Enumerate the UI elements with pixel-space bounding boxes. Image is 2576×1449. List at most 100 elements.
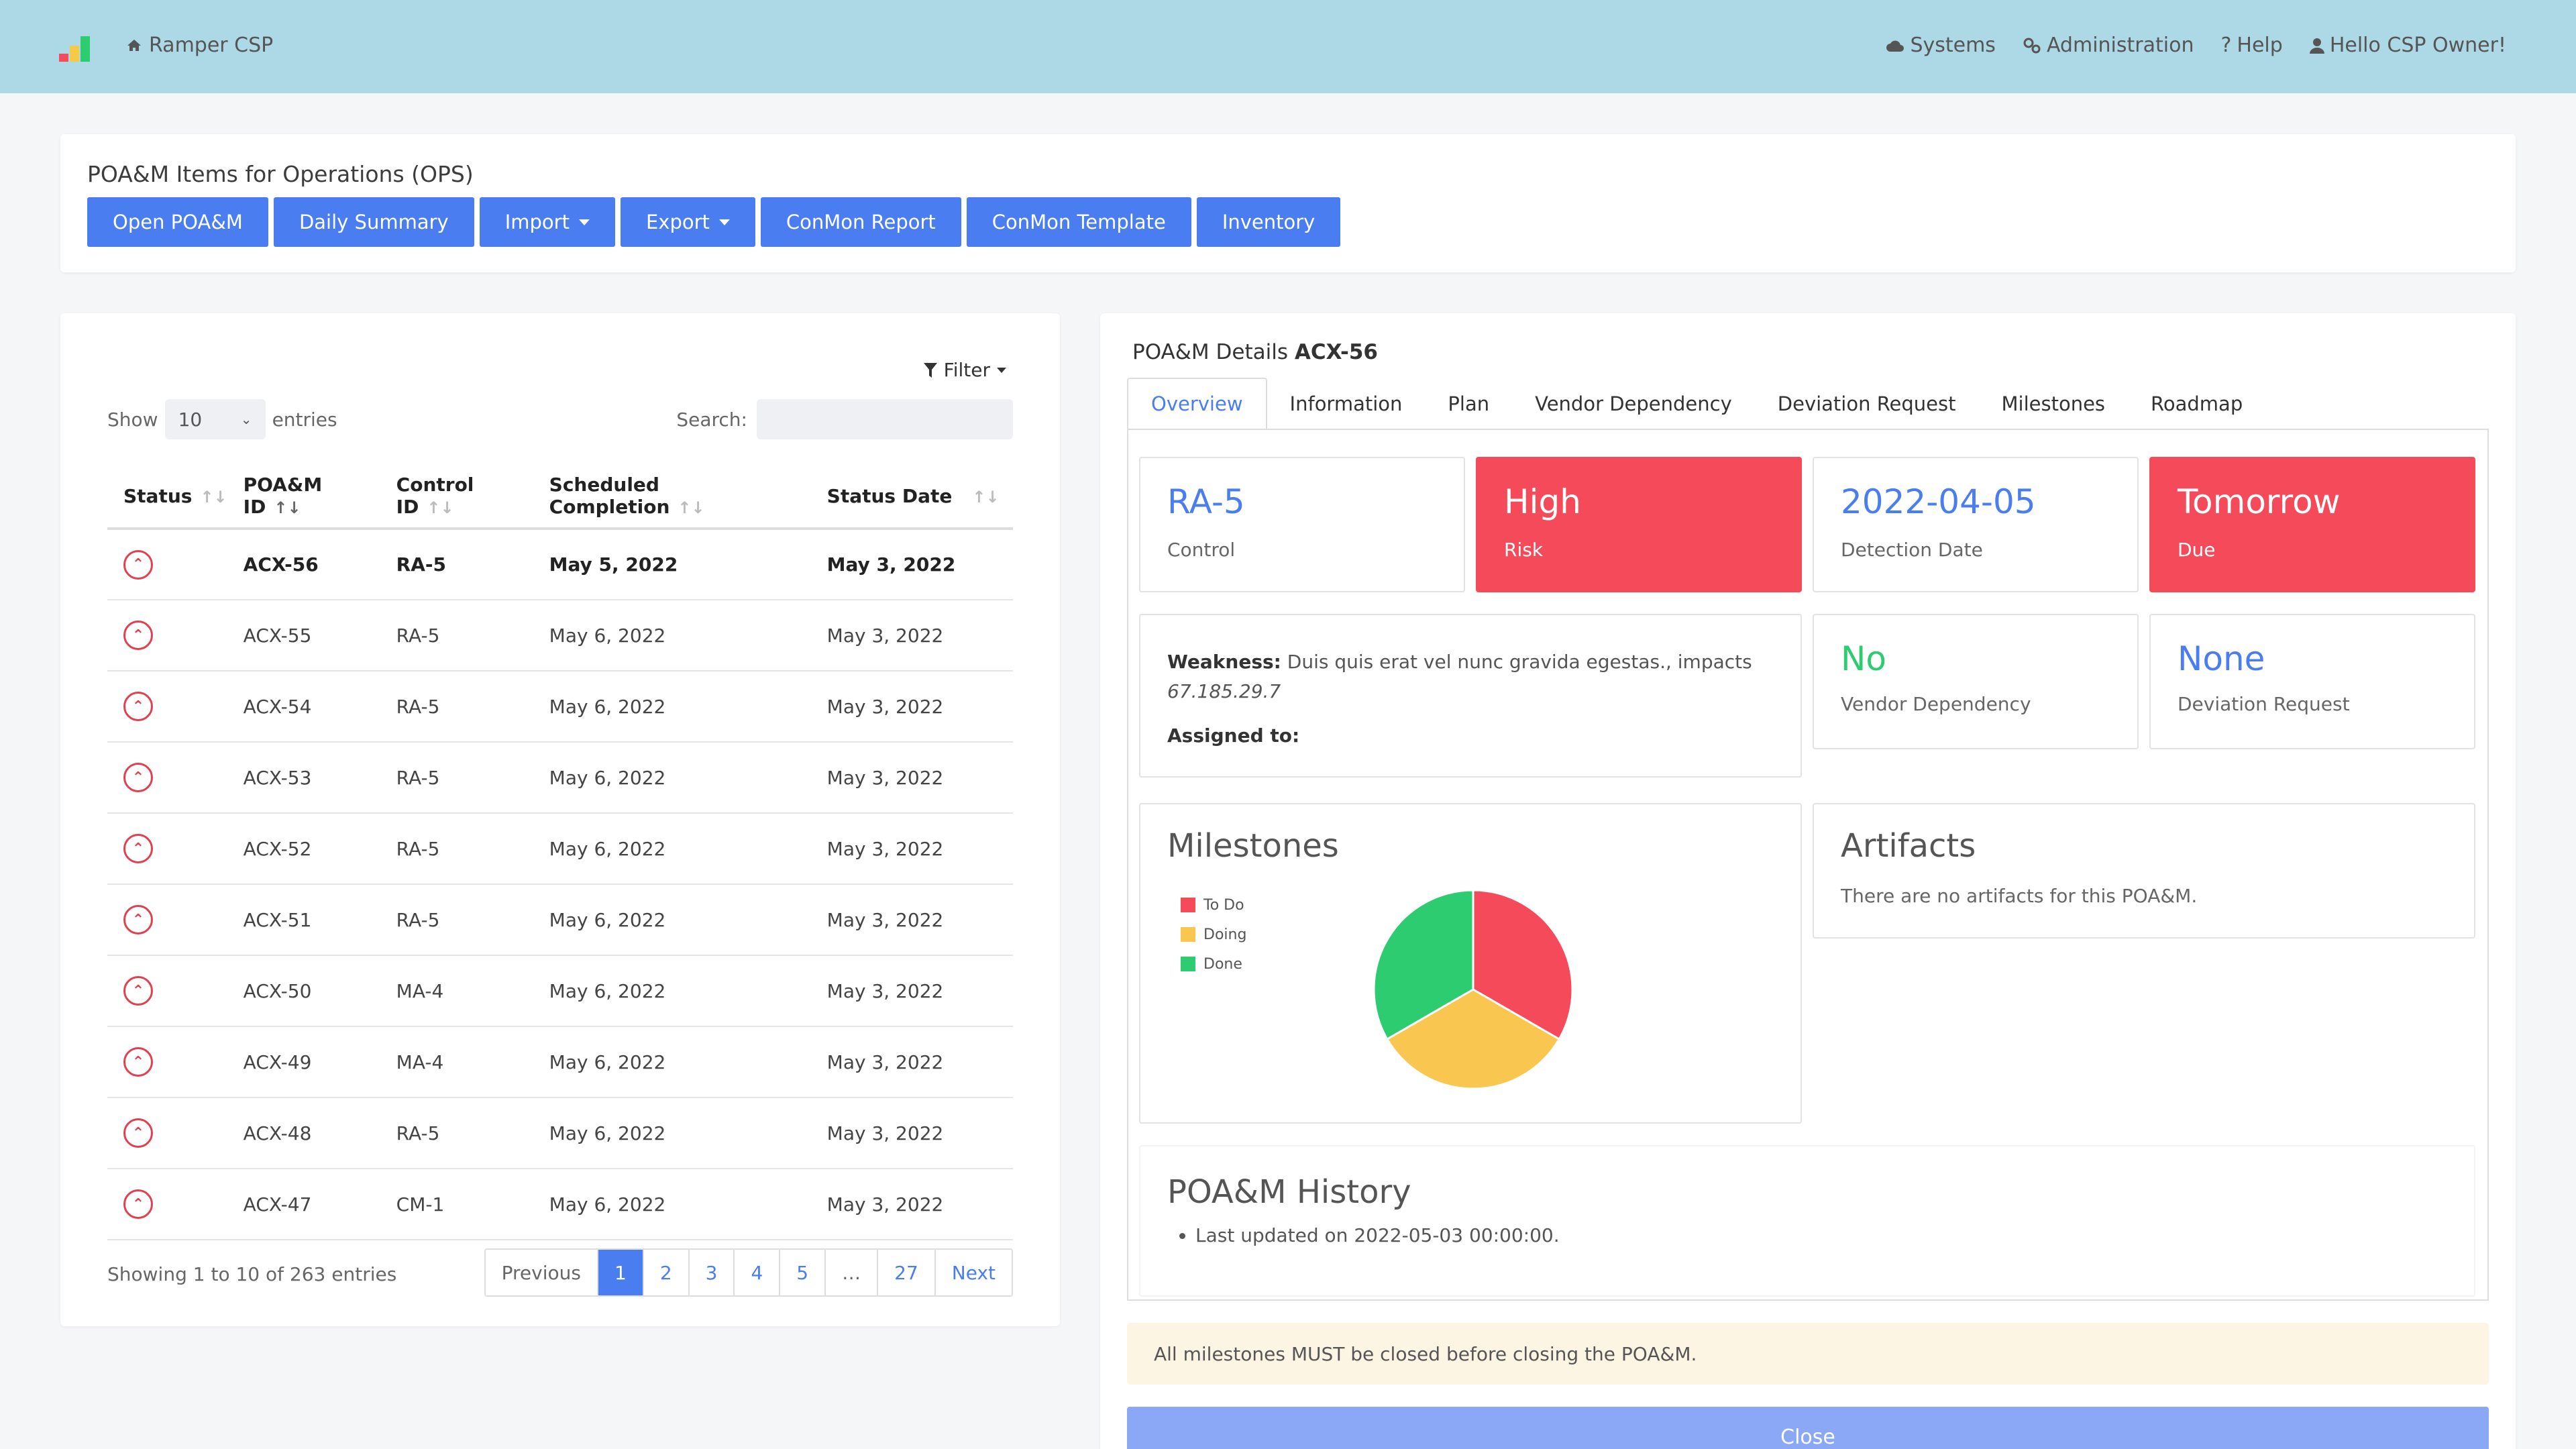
pie-slice-done[interactable] (1373, 889, 1474, 1041)
search-input[interactable] (757, 399, 1013, 439)
col-header-control-id[interactable]: Control ID ↑↓ (380, 464, 533, 530)
conmon-report-button[interactable]: ConMon Report (760, 197, 961, 247)
detection-date-value: 2022-04-05 (1841, 482, 2036, 521)
status-cell: ⌃ (107, 813, 227, 885)
export-label: Export (645, 211, 710, 233)
weakness-text: Duis quis erat vel nunc gravida egestas.… (1287, 651, 1752, 673)
page-size-select[interactable]: 10 ⌄ (164, 399, 266, 439)
open-poam-button[interactable]: Open POA&M (87, 197, 268, 247)
tab-information[interactable]: Information (1289, 392, 1403, 415)
nav-help[interactable]: ? Help (2220, 34, 2282, 57)
table-row[interactable]: ⌃ ACX-53 RA-5 May 6, 2022 May 3, 2022 (107, 742, 1013, 814)
table-row[interactable]: ⌃ ACX-49 MA-4 May 6, 2022 May 3, 2022 (107, 1026, 1013, 1098)
status-date-cell: May 3, 2022 (810, 600, 1013, 672)
vendor-dependency-tile: No Vendor Dependency (1813, 614, 2139, 749)
pager-page-3[interactable]: 3 (688, 1250, 734, 1295)
tab-milestones[interactable]: Milestones (2001, 392, 2106, 415)
table-row[interactable]: ⌃ ACX-54 RA-5 May 6, 2022 May 3, 2022 (107, 671, 1013, 743)
risk-value: High (1504, 482, 1581, 521)
nav-administration[interactable]: Administration (2023, 34, 2194, 57)
pie-slice-doing[interactable] (1385, 988, 1561, 1090)
nav-systems[interactable]: Systems (1886, 34, 1996, 57)
pie-slice-to-do[interactable] (1472, 889, 1574, 1041)
deviation-request-label: Deviation Request (2178, 693, 2350, 715)
priority-up-icon: ⌃ (123, 549, 153, 580)
tab-deviation-request[interactable]: Deviation Request (1777, 392, 1956, 415)
export-dropdown-button[interactable]: Export (620, 197, 755, 247)
table-row[interactable]: ⌃ ACX-55 RA-5 May 6, 2022 May 3, 2022 (107, 600, 1013, 672)
table-row[interactable]: ⌃ ACX-50 MA-4 May 6, 2022 May 3, 2022 (107, 955, 1013, 1027)
risk-tile: High Risk (1476, 457, 1802, 592)
gears-icon (2023, 38, 2041, 53)
control-id-cell: RA-5 (380, 600, 533, 672)
status-date-cell: May 3, 2022 (810, 955, 1013, 1027)
inventory-label: Inventory (1222, 211, 1316, 233)
poam-id-cell: ACX-52 (227, 813, 380, 885)
nav-user-menu[interactable]: Hello CSP Owner! (2309, 34, 2506, 57)
user-icon (2309, 38, 2324, 54)
history-item: Last updated on 2022-05-03 00:00:00. (1195, 1224, 1560, 1246)
filter-icon (923, 362, 937, 378)
brand-link[interactable]: Ramper CSP (126, 34, 273, 57)
table-row[interactable]: ⌃ ACX-51 RA-5 May 6, 2022 May 3, 2022 (107, 884, 1013, 956)
table-row[interactable]: ⌃ ACX-56 RA-5 May 5, 2022 May 3, 2022 (107, 529, 1013, 600)
history-title: POA&M History (1167, 1173, 1411, 1211)
conmon-template-button[interactable]: ConMon Template (966, 197, 1191, 247)
table-row[interactable]: ⌃ ACX-52 RA-5 May 6, 2022 May 3, 2022 (107, 813, 1013, 885)
status-cell: ⌃ (107, 1169, 227, 1240)
daily-summary-button[interactable]: Daily Summary (273, 197, 474, 247)
pager-page-5[interactable]: 5 (779, 1250, 824, 1295)
inventory-button[interactable]: Inventory (1196, 197, 1341, 247)
app-logo[interactable] (59, 34, 94, 62)
status-date-cell: May 3, 2022 (810, 529, 1013, 600)
artifacts-empty-text: There are no artifacts for this POA&M. (1841, 885, 2198, 907)
brand-label: Ramper CSP (149, 34, 274, 57)
weakness-label: Weakness: (1167, 651, 1281, 673)
pager-previous[interactable]: Previous (501, 1261, 581, 1284)
tab-vendor-dependency[interactable]: Vendor Dependency (1535, 392, 1732, 415)
status-cell: ⌃ (107, 600, 227, 672)
conmon-report-label: ConMon Report (786, 211, 936, 233)
filter-dropdown[interactable]: Filter (923, 359, 1006, 381)
poam-id-cell: ACX-47 (227, 1169, 380, 1240)
poam-id-cell: ACX-53 (227, 742, 380, 814)
table-row[interactable]: ⌃ ACX-47 CM-1 May 6, 2022 May 3, 2022 (107, 1169, 1013, 1240)
tab-overview[interactable]: Overview (1127, 378, 1267, 430)
col-header-poam-id[interactable]: POA&M ID ↑↓ (227, 464, 380, 530)
poam-id-cell: ACX-49 (227, 1026, 380, 1098)
close-poam-button[interactable]: Close (1127, 1407, 2489, 1449)
logo-bar-green (80, 36, 90, 62)
close-warning-alert: All milestones MUST be closed before clo… (1127, 1323, 2489, 1385)
chart-legend: To Do Doing Done (1181, 890, 1246, 979)
scheduled-cell: May 6, 2022 (533, 600, 811, 672)
weakness-box: Weakness: Duis quis erat vel nunc gravid… (1139, 614, 1802, 777)
legend-item[interactable]: Done (1181, 949, 1246, 979)
pager-page-1[interactable]: 1 (596, 1250, 643, 1295)
legend-item[interactable]: To Do (1181, 890, 1246, 920)
assigned-label: Assigned to: (1167, 724, 1300, 747)
control-id-cell: RA-5 (380, 884, 533, 956)
tab-plan[interactable]: Plan (1448, 392, 1490, 415)
col-header-status[interactable]: Status ↑↓ (107, 464, 227, 530)
status-cell: ⌃ (107, 955, 227, 1027)
scheduled-cell: May 6, 2022 (533, 1097, 811, 1169)
table-row[interactable]: ⌃ ACX-48 RA-5 May 6, 2022 May 3, 2022 (107, 1097, 1013, 1169)
pager-page-27[interactable]: 27 (877, 1250, 934, 1295)
col-header-control-id-label: Control ID (396, 474, 474, 518)
import-dropdown-button[interactable]: Import (479, 197, 615, 247)
milestones-pie-chart (1373, 889, 1574, 1090)
col-header-scheduled-completion[interactable]: Scheduled Completion ↑↓ (533, 464, 811, 530)
tab-roadmap[interactable]: Roadmap (2151, 392, 2243, 415)
legend-label: To Do (1203, 896, 1244, 914)
legend-item[interactable]: Doing (1181, 920, 1246, 949)
scheduled-cell: May 5, 2022 (533, 529, 811, 600)
control-id-cell: CM-1 (380, 1169, 533, 1240)
logo-bar-yellow (70, 46, 79, 62)
pager-next[interactable]: Next (934, 1250, 1012, 1295)
col-header-status-date[interactable]: Status Date ↑↓ (810, 464, 1013, 530)
control-id-cell: RA-5 (380, 529, 533, 600)
page-title: POA&M Items for Operations (OPS) (87, 161, 474, 187)
scheduled-cell: May 6, 2022 (533, 671, 811, 743)
pager-page-2[interactable]: 2 (642, 1250, 688, 1295)
pager-page-4[interactable]: 4 (733, 1250, 779, 1295)
